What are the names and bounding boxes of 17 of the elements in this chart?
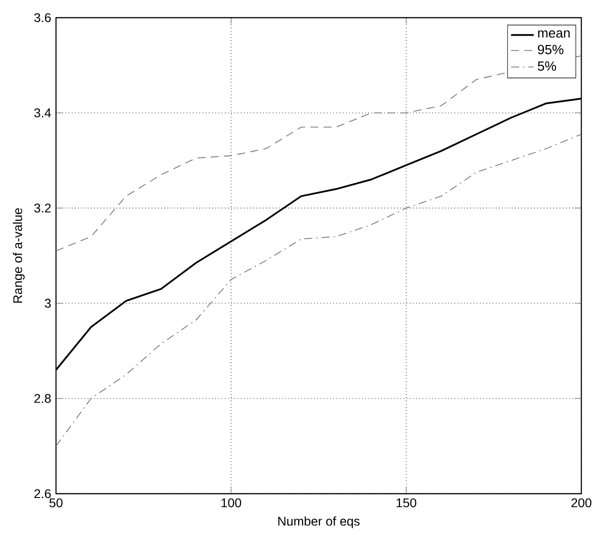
x-axis-title: Number of eqs <box>278 516 360 528</box>
y-tick-label: 3 <box>44 298 51 308</box>
y-tick-label: 3.2 <box>34 204 51 213</box>
x-tick-label: 100 <box>222 498 242 508</box>
line-series <box>56 55 582 252</box>
line-series <box>56 134 582 446</box>
legend-label: mean <box>538 30 570 38</box>
y-tick-label: 3.6 <box>34 13 51 22</box>
y-tick-label: 3.4 <box>34 108 51 118</box>
x-tick-label: 50 <box>49 498 63 508</box>
y-axis-title: Range of a-value <box>12 208 25 303</box>
y-tick-label: 2.6 <box>34 489 51 498</box>
legend-label: 95% <box>538 44 564 54</box>
legend-label: 5% <box>538 61 556 71</box>
y-tick-label: 2.8 <box>34 394 51 403</box>
x-tick-label: 200 <box>571 498 592 508</box>
x-tick-label: 150 <box>396 498 416 508</box>
